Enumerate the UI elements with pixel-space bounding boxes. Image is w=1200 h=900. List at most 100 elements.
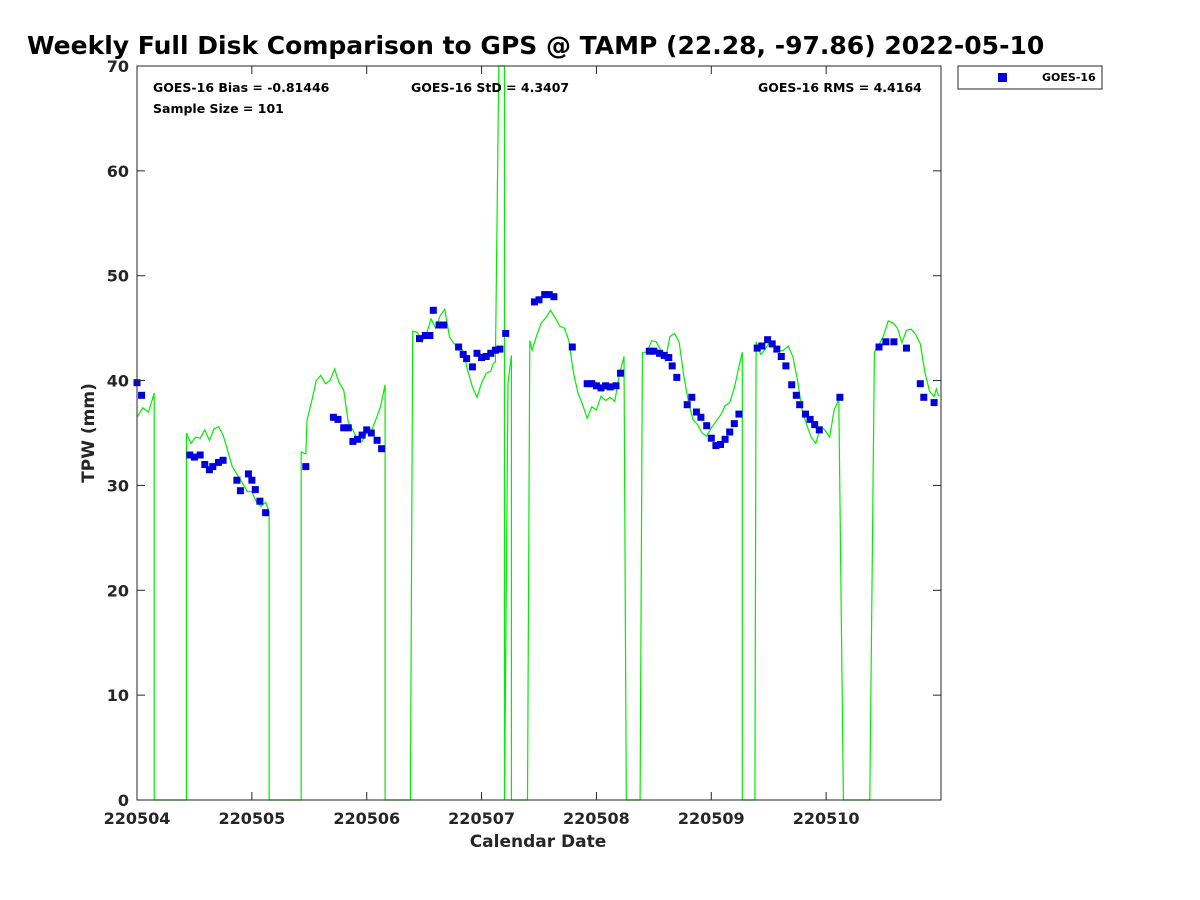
- chart-title: Weekly Full Disk Comparison to GPS @ TAM…: [27, 31, 1044, 60]
- line-layer: [136, 65, 940, 801]
- goes-16-data-point: [588, 380, 596, 388]
- plot-area: 220504 220505 220506 220507 220508 220509 2205…: [104, 57, 942, 828]
- marker-layer: [133, 291, 938, 517]
- goes-16-data-point: [186, 451, 194, 459]
- goes-16-data-point: [645, 347, 653, 355]
- goes-16-data-point: [703, 422, 711, 430]
- goes-16-data-point: [811, 421, 819, 429]
- goes-16-data-point: [354, 435, 361, 443]
- x-tick-label: 220509: [678, 809, 745, 828]
- goes-16-data-point: [468, 363, 476, 371]
- y-tick-label: 30: [107, 476, 129, 495]
- goes-16-data-point: [502, 329, 510, 337]
- goes-16-data-point: [421, 332, 429, 339]
- goes-16-data-point: [721, 435, 729, 443]
- goes-16-data-point: [426, 332, 434, 339]
- goes-16-data-point: [455, 343, 463, 351]
- y-tick-label: 10: [107, 686, 129, 705]
- y-tick-label: 40: [107, 372, 129, 391]
- goes-16-data-point: [882, 338, 890, 346]
- goes-16-data-point: [796, 401, 804, 409]
- goes-16-data-point: [138, 391, 146, 399]
- goes-16-data-point: [764, 336, 772, 344]
- goes-16-data-point: [656, 349, 664, 357]
- goes-16-data-point: [688, 393, 696, 401]
- goes-16-data-point: [302, 463, 310, 471]
- goes-16-data-point: [190, 453, 198, 461]
- legend: GOES-16: [957, 65, 1103, 90]
- goes-16-data-point: [592, 382, 600, 390]
- goes-16-data-point: [459, 350, 467, 358]
- goes-16-data-point: [378, 445, 386, 453]
- goes-16-data-point: [201, 461, 209, 468]
- gps-series-line: [136, 65, 940, 801]
- goes-16-data-point: [665, 354, 673, 361]
- y-axis-ticks: 0 10 20 30 40 50 60 70: [107, 57, 941, 810]
- goes-16-data-point: [758, 342, 766, 350]
- goes-16-data-point: [650, 347, 658, 355]
- goes-16-data-point: [903, 344, 910, 352]
- x-tick-label: 220506: [333, 809, 400, 828]
- goes-16-data-point: [482, 353, 490, 360]
- goes-16-data-point: [753, 344, 761, 352]
- sample-size-stat: Sample Size = 101: [153, 101, 284, 116]
- goes-16-data-point: [209, 463, 217, 471]
- goes-16-data-point: [196, 451, 204, 459]
- x-tick-label: 220507: [448, 809, 515, 828]
- goes-16-data-point: [496, 345, 504, 353]
- x-tick-label: 220510: [793, 809, 860, 828]
- goes-16-data-point: [568, 343, 576, 351]
- x-axis-label: Calendar Date: [470, 832, 607, 852]
- goes-16-data-point: [256, 497, 264, 505]
- goes-16-data-point: [726, 428, 734, 436]
- y-tick-label: 20: [107, 581, 129, 600]
- goes-16-data-point: [836, 393, 844, 401]
- y-tick-label: 50: [107, 267, 129, 286]
- goes-16-data-point: [340, 424, 348, 432]
- std-stat: GOES-16 StD = 4.3407: [411, 80, 569, 95]
- goes-16-data-point: [429, 306, 437, 314]
- goes-16-data-point: [473, 349, 481, 357]
- x-tick-label: 220504: [104, 809, 171, 828]
- goes-16-data-point: [248, 476, 256, 484]
- goes-16-data-point: [930, 399, 938, 407]
- y-tick-label: 60: [107, 162, 129, 181]
- goes-16-data-point: [367, 429, 375, 437]
- goes-16-data-point: [692, 408, 700, 416]
- goes-16-data-point: [416, 335, 423, 343]
- goes-16-data-point: [792, 391, 800, 399]
- goes-16-data-point: [440, 321, 448, 329]
- goes-16-data-point: [363, 426, 371, 434]
- goes-16-data-point: [597, 384, 605, 392]
- bias-stat: GOES-16 Bias = -0.81446: [153, 80, 330, 95]
- goes-16-data-point: [777, 353, 785, 360]
- legend-label: GOES-16: [1042, 71, 1096, 84]
- goes-16-data-point: [334, 415, 342, 423]
- goes-16-data-point: [373, 436, 381, 444]
- goes-16-data-point: [487, 349, 495, 357]
- goes-16-data-point: [782, 362, 790, 370]
- goes-16-data-point: [244, 470, 252, 478]
- goes-16-data-point: [602, 382, 610, 390]
- legend-box: [957, 65, 1103, 90]
- goes-16-data-point: [730, 420, 738, 428]
- goes-16-data-point: [683, 401, 691, 409]
- goes-16-data-point: [233, 476, 241, 484]
- goes-16-data-point: [788, 381, 796, 389]
- goes-16-data-point: [215, 458, 222, 466]
- goes-16-data-point: [890, 338, 898, 346]
- goes-16-data-point: [802, 410, 809, 418]
- x-axis-ticks: 220504 220505 220506 220507 220508 220509 2205…: [104, 66, 860, 828]
- goes-16-data-point: [712, 442, 720, 450]
- y-axis-label: TPW (mm): [79, 383, 99, 483]
- goes-16-data-point: [236, 487, 244, 495]
- goes-16-data-point: [773, 345, 781, 353]
- goes-16-data-point: [768, 340, 776, 348]
- y-tick-label: 0: [118, 791, 129, 810]
- goes-16-data-point: [478, 354, 486, 361]
- goes-16-data-point: [617, 369, 624, 377]
- goes-16-data-point: [697, 413, 705, 421]
- goes-16-data-point: [583, 380, 591, 388]
- goes-16-data-point: [251, 486, 259, 494]
